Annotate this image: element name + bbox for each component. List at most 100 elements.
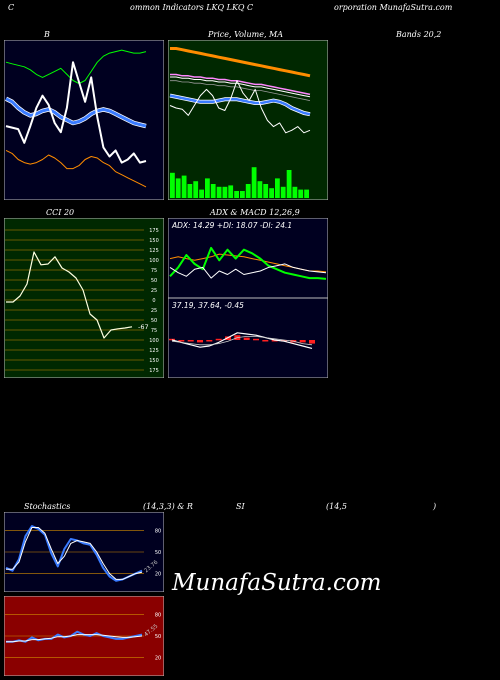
- rsi-close-label: ): [433, 502, 437, 511]
- cci-line: [6, 251, 133, 339]
- macd-histogram-bar: [271, 340, 278, 342]
- volume-bar: [263, 184, 269, 198]
- volume-bar: [187, 184, 193, 198]
- bands-b-label: B: [44, 30, 50, 39]
- price-ma-short-line: [169, 94, 311, 116]
- price-volume-ma-chart: [168, 40, 328, 200]
- header-title-middle: ommon Indicators LKQ LKQ C: [130, 3, 254, 12]
- volume-bar: [193, 181, 199, 198]
- macd-histogram-bar: [187, 340, 194, 342]
- cci-tick-label: 175: [149, 228, 159, 234]
- adx-chart: ADX: 14.29 +DI: 18.07 -DI: 24.1: [168, 218, 328, 298]
- price-ma-mid-pink-line: [170, 73, 311, 96]
- adx-macd-label: ADX & MACD 12,26,9: [210, 208, 300, 217]
- price-ma-mid-line: [170, 76, 311, 98]
- rsi-rsi-line: [6, 630, 143, 643]
- stochastics-k-line: [5, 525, 143, 582]
- bands-value-label: Bands 20,2: [396, 30, 442, 39]
- bollinger-lower-line: [5, 149, 147, 188]
- volume-bar: [240, 191, 245, 198]
- volume-bar: [181, 175, 187, 198]
- cci-label: CCI 20: [46, 208, 75, 217]
- rsi-params-label: (14,5: [326, 502, 347, 511]
- stoch-params-label: (14,3,3) & R: [143, 502, 193, 511]
- volume-bar: [205, 178, 210, 198]
- stochastics-tick-label: 80: [155, 528, 161, 534]
- rsi-tick-label: 20: [155, 656, 161, 662]
- stochastics-tick-label: 50: [155, 550, 161, 556]
- volume-bar: [292, 186, 298, 198]
- price-ma-long-line: [170, 47, 311, 78]
- volume-bar: [222, 186, 228, 198]
- macd-values-text: 37.19, 37.64, -0.45: [172, 301, 244, 310]
- stochastics-tick-label: 20: [155, 572, 161, 578]
- bollinger-close-line: [5, 61, 147, 164]
- volume-bar: [286, 170, 292, 198]
- cci-tick-label: 50: [151, 278, 157, 284]
- volume-bar: [257, 181, 263, 198]
- volume-bar: [234, 191, 239, 198]
- volume-bar: [175, 178, 181, 198]
- stoch-label: Stochastics: [24, 502, 71, 511]
- cci-tick-label: 25: [151, 288, 157, 294]
- volume-bar: [216, 186, 222, 198]
- volume-bar: [269, 188, 274, 198]
- cci-tick-label: 125: [149, 248, 159, 254]
- macd-histogram-bar: [262, 340, 269, 342]
- adx-plus_di-line: [169, 246, 327, 280]
- rsi-tick-label: 50: [155, 634, 161, 640]
- volume-bar: [170, 172, 175, 198]
- cci-tick-label: 150: [149, 358, 159, 364]
- cci-tick-label: 50: [151, 318, 157, 324]
- bollinger-chart: [4, 40, 164, 200]
- adx-values-text: ADX: 14.29 +DI: 18.07 -DI: 24.1: [171, 221, 292, 230]
- bollinger-middle-line: [5, 97, 147, 128]
- macd-histogram-bar: [178, 340, 185, 342]
- macd-line: [171, 332, 313, 349]
- volume-bar: [251, 167, 257, 198]
- volume-bar: [228, 185, 234, 198]
- macd-histogram-bar: [253, 338, 259, 341]
- macd-histogram-bar: [299, 340, 306, 343]
- cci-tick-label: 75: [151, 268, 157, 274]
- cci-tick-label: 25: [151, 308, 157, 314]
- cci-tick-label: 100: [149, 338, 159, 344]
- price-close-line: [169, 80, 311, 134]
- price-ma-label: Price, Volume, MA: [208, 30, 284, 39]
- volume-bar: [304, 189, 309, 198]
- rsi-label: SI: [236, 502, 245, 511]
- macd-signal-line: [171, 336, 313, 346]
- macd-histogram-bar: [169, 338, 175, 341]
- cci-tick-label: 175: [149, 368, 159, 374]
- macd-histogram-bar: [309, 340, 315, 344]
- macd-histogram-bar: [243, 337, 250, 340]
- cci-last-value-label: -67: [138, 323, 149, 331]
- volume-bar: [280, 186, 286, 198]
- macd-histogram-bar: [206, 340, 213, 342]
- volume-bar: [275, 178, 280, 198]
- cci-tick-label: 75: [151, 328, 157, 334]
- volume-bar: [199, 189, 204, 198]
- cci-bg: [4, 218, 164, 378]
- stochastics-d-line: [6, 527, 143, 580]
- volume-bar: [298, 189, 304, 198]
- cci-tick-label: 150: [149, 238, 159, 244]
- cci-tick-label: 100: [149, 258, 159, 264]
- cci-tick-label: 0: [152, 298, 155, 304]
- adx-minus_di-line: [169, 263, 327, 279]
- macd-histogram-bar: [215, 338, 222, 341]
- bollinger-upper-line: [5, 49, 147, 84]
- header-left-c: C: [8, 3, 15, 12]
- rsi-rsi_ma-line: [6, 634, 143, 643]
- cci-chart: 175 150 125 100 75 50 25 0 25 50 75 100 125 150 175 -67: [4, 218, 164, 378]
- header-title-right: orporation MunafaSutra.com: [334, 3, 453, 12]
- cci-tick-label: 125: [149, 348, 159, 354]
- price-bg: [168, 40, 328, 200]
- macd-chart: 37.19, 37.64, -0.45: [168, 298, 328, 378]
- watermark-text: MunafaSutra.com: [172, 570, 382, 596]
- volume-bar: [210, 184, 216, 198]
- rsi-tick-label: 80: [155, 612, 161, 618]
- macd-histogram-bar: [197, 340, 203, 343]
